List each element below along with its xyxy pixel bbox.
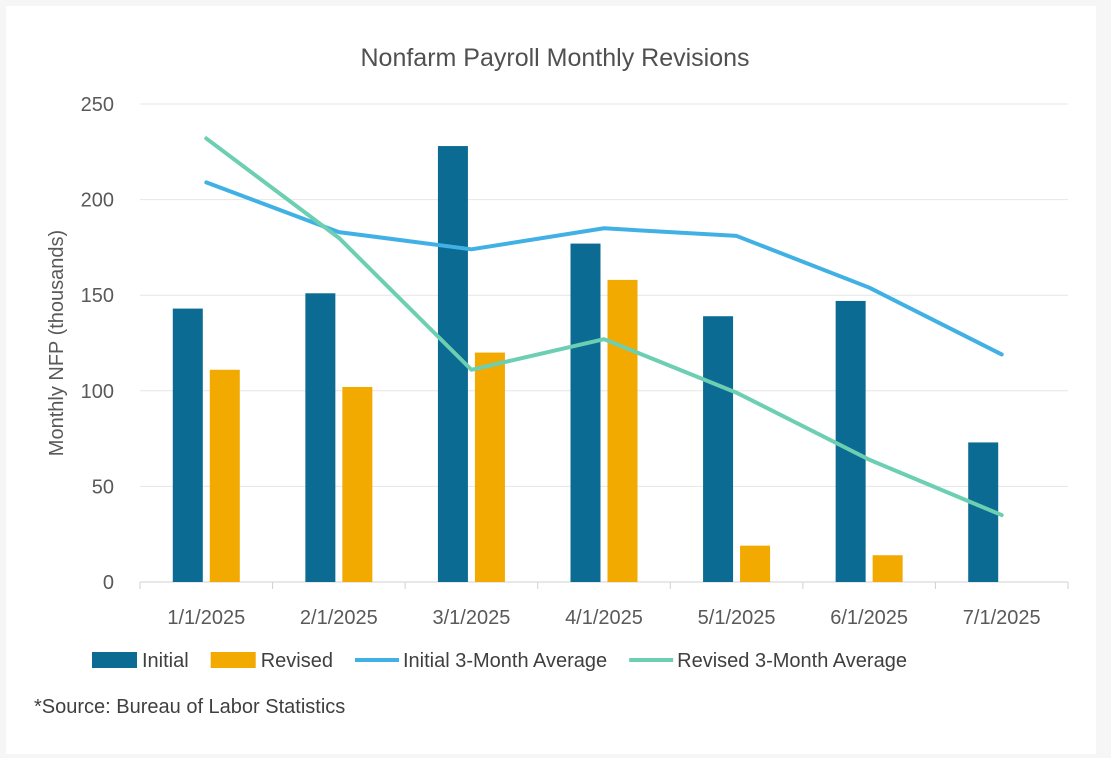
y-tick-label: 150 <box>81 285 114 307</box>
legend-item-revised-3-month-average: Revised 3-Month Average <box>629 650 907 672</box>
x-tick-label: 2/1/2025 <box>300 607 378 629</box>
y-tick-label: 250 <box>81 94 114 116</box>
bars <box>172 146 999 583</box>
legend-label: Revised <box>261 650 333 672</box>
legend-swatch <box>210 652 256 668</box>
chart-title: Nonfarm Payroll Monthly Revisions <box>360 44 749 72</box>
y-axis-ticks: 0 50 100 150 200 250 <box>81 94 114 594</box>
bar-revised <box>209 369 240 582</box>
bar-initial <box>305 293 336 582</box>
legend-item-initial-3-month-average: Initial 3-Month Average <box>354 650 607 672</box>
legend-label: Revised 3-Month Average <box>677 650 907 672</box>
legend-label: Initial 3-Month Average <box>403 650 607 672</box>
x-axis-ticks: 1/1/2025 2/1/2025 3/1/2025 4/1/2025 5/1/2025… <box>167 607 1040 629</box>
bar-revised <box>872 555 903 582</box>
bar-initial <box>835 300 866 582</box>
y-tick-label: 200 <box>81 190 114 212</box>
source-note: *Source: Bureau of Labor Statistics <box>34 696 345 718</box>
y-tick-label: 50 <box>92 476 114 498</box>
legend-item-revised: Revised <box>210 650 333 672</box>
x-tick-label: 5/1/2025 <box>698 607 776 629</box>
x-tick-label: 3/1/2025 <box>432 607 510 629</box>
line-revised-3-month-average <box>204 136 1004 518</box>
y-tick-label: 100 <box>81 381 114 403</box>
legend-item-initial: Initial <box>92 650 189 672</box>
y-axis-title: Monthly NFP (thousands) <box>46 230 68 456</box>
y-tick-label: 0 <box>103 572 114 594</box>
lines <box>204 136 1004 518</box>
bar-initial <box>703 316 734 582</box>
bar-initial <box>172 308 203 582</box>
bar-initial <box>570 243 601 583</box>
x-tick-label: 7/1/2025 <box>963 607 1041 629</box>
gridlines <box>139 103 1069 589</box>
bar-revised <box>740 545 771 582</box>
x-tick-label: 4/1/2025 <box>565 607 643 629</box>
bar-revised <box>607 279 638 582</box>
line-initial-3-month-average <box>204 180 1004 357</box>
bar-revised <box>342 386 373 582</box>
legend-swatch <box>92 652 137 668</box>
bar-revised <box>474 352 505 582</box>
legend: Initial Revised Initial 3-Month Average Rev… <box>92 650 907 672</box>
x-tick-label: 6/1/2025 <box>830 607 908 629</box>
x-tick-label: 1/1/2025 <box>167 607 245 629</box>
legend-label: Initial <box>142 650 189 672</box>
